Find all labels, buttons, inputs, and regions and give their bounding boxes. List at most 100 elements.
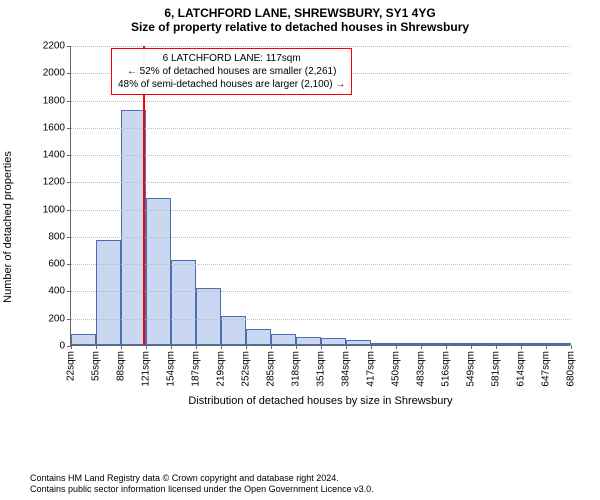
x-tick-label: 88sqm: [116, 351, 127, 381]
grid-line: [71, 291, 570, 292]
x-tick-mark: [496, 345, 497, 349]
footer: Contains HM Land Registry data © Crown c…: [0, 473, 600, 496]
y-tick-label: 1600: [43, 122, 65, 133]
histogram-bar: [96, 240, 121, 345]
y-tick-mark: [67, 128, 71, 129]
annotation-line: 48% of semi-detached houses are larger (…: [118, 78, 345, 91]
histogram-bar: [221, 316, 246, 345]
x-axis-label: Distribution of detached houses by size …: [71, 395, 570, 407]
y-tick-label: 2200: [43, 41, 65, 52]
x-tick-label: 417sqm: [366, 351, 377, 387]
histogram-bar: [396, 343, 421, 345]
histogram-bar: [546, 343, 571, 345]
y-tick-mark: [67, 237, 71, 238]
x-tick-mark: [346, 345, 347, 349]
x-tick-mark: [546, 345, 547, 349]
grid-line: [71, 182, 570, 183]
x-tick-label: 647sqm: [540, 351, 551, 387]
y-tick-label: 1400: [43, 150, 65, 161]
x-tick-label: 450sqm: [391, 351, 402, 387]
histogram-bar: [196, 288, 220, 345]
annotation-line: ← 52% of detached houses are smaller (2,…: [118, 65, 345, 78]
x-tick-mark: [421, 345, 422, 349]
y-tick-mark: [67, 319, 71, 320]
histogram-bar: [246, 329, 271, 345]
histogram-bar: [521, 343, 546, 345]
footer-line-1: Contains HM Land Registry data © Crown c…: [30, 473, 600, 485]
x-tick-label: 318sqm: [290, 351, 301, 387]
y-tick-label: 1000: [43, 204, 65, 215]
y-tick-mark: [67, 155, 71, 156]
x-tick-mark: [246, 345, 247, 349]
x-tick-label: 351sqm: [316, 351, 327, 387]
x-tick-label: 581sqm: [490, 351, 501, 387]
histogram-bar: [421, 343, 446, 345]
grid-line: [71, 237, 570, 238]
x-tick-label: 55sqm: [91, 351, 102, 381]
y-tick-label: 800: [48, 231, 65, 242]
x-tick-mark: [471, 345, 472, 349]
x-tick-mark: [71, 345, 72, 349]
x-tick-mark: [371, 345, 372, 349]
plot-region: Distribution of detached houses by size …: [70, 46, 570, 346]
footer-line-2: Contains public sector information licen…: [30, 484, 600, 496]
histogram-bar: [296, 337, 321, 345]
y-tick-label: 400: [48, 286, 65, 297]
x-tick-label: 483sqm: [416, 351, 427, 387]
x-tick-label: 549sqm: [466, 351, 477, 387]
histogram-bar: [371, 343, 396, 345]
y-tick-mark: [67, 210, 71, 211]
y-tick-mark: [67, 46, 71, 47]
annotation-box: 6 LATCHFORD LANE: 117sqm← 52% of detache…: [111, 48, 352, 95]
chart-title-sub: Size of property relative to detached ho…: [0, 20, 600, 36]
grid-line: [71, 46, 570, 47]
chart-area: Number of detached properties Distributi…: [20, 36, 580, 406]
x-tick-mark: [146, 345, 147, 349]
x-tick-mark: [121, 345, 122, 349]
x-tick-mark: [271, 345, 272, 349]
x-tick-label: 219sqm: [215, 351, 226, 387]
y-tick-mark: [67, 264, 71, 265]
x-tick-mark: [571, 345, 572, 349]
x-tick-mark: [521, 345, 522, 349]
x-tick-label: 285sqm: [265, 351, 276, 387]
y-tick-label: 200: [48, 313, 65, 324]
y-tick-mark: [67, 101, 71, 102]
x-tick-mark: [171, 345, 172, 349]
grid-line: [71, 264, 570, 265]
histogram-bar: [171, 260, 196, 345]
y-tick-mark: [67, 182, 71, 183]
grid-line: [71, 155, 570, 156]
x-tick-mark: [221, 345, 222, 349]
y-tick-label: 1200: [43, 177, 65, 188]
x-tick-mark: [96, 345, 97, 349]
y-tick-label: 1800: [43, 95, 65, 106]
histogram-bar: [496, 343, 521, 345]
x-tick-mark: [196, 345, 197, 349]
x-tick-label: 680sqm: [566, 351, 577, 387]
histogram-bar: [146, 198, 171, 345]
grid-line: [71, 210, 570, 211]
histogram-bar: [346, 340, 371, 345]
x-tick-mark: [396, 345, 397, 349]
x-tick-mark: [296, 345, 297, 349]
x-tick-label: 154sqm: [166, 351, 177, 387]
x-tick-mark: [321, 345, 322, 349]
annotation-line: 6 LATCHFORD LANE: 117sqm: [118, 52, 345, 65]
y-tick-label: 0: [59, 341, 65, 352]
grid-line: [71, 128, 570, 129]
histogram-bar: [321, 338, 346, 345]
y-tick-mark: [67, 291, 71, 292]
grid-line: [71, 319, 570, 320]
y-tick-label: 600: [48, 259, 65, 270]
x-tick-label: 121sqm: [141, 351, 152, 387]
chart-title-main: 6, LATCHFORD LANE, SHREWSBURY, SY1 4YG: [0, 0, 600, 20]
histogram-bar: [271, 334, 296, 345]
x-tick-mark: [446, 345, 447, 349]
histogram-bar: [446, 343, 471, 345]
x-tick-label: 516sqm: [441, 351, 452, 387]
y-tick-mark: [67, 73, 71, 74]
grid-line: [71, 101, 570, 102]
x-tick-label: 614sqm: [515, 351, 526, 387]
x-tick-label: 252sqm: [240, 351, 251, 387]
